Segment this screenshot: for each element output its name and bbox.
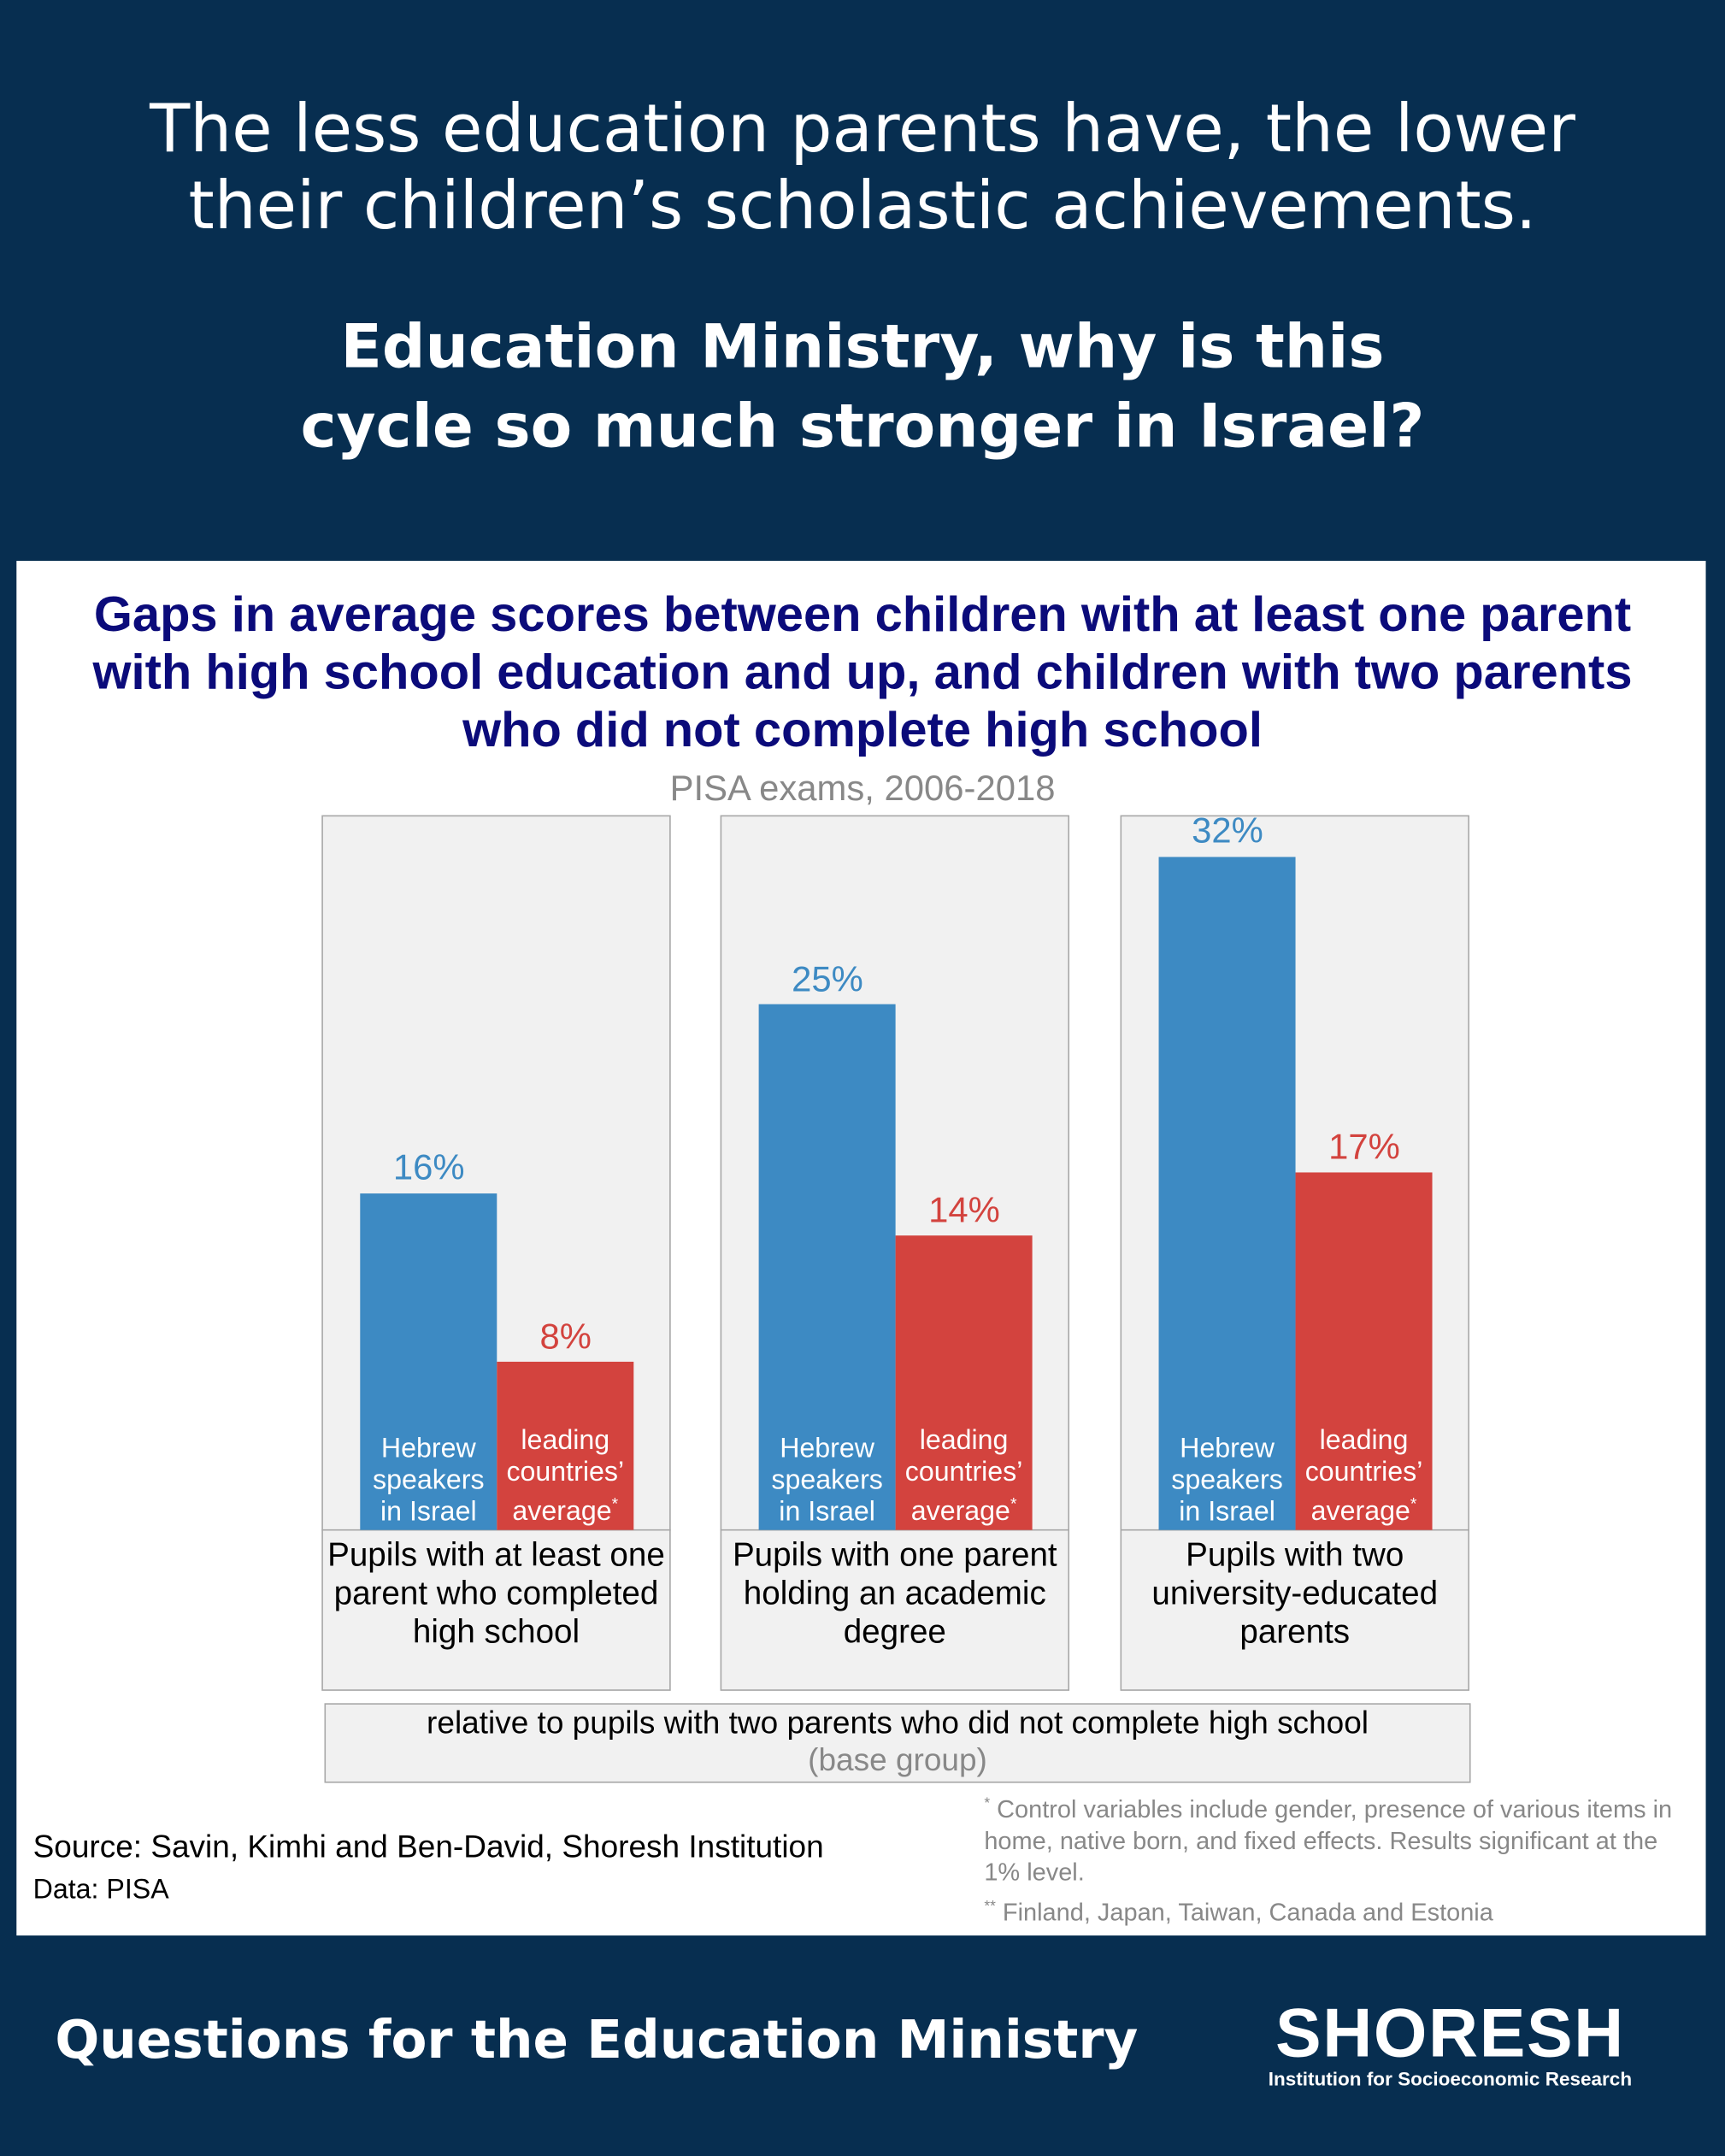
series-name-text: Hebrew speakers in Israel <box>373 1434 485 1528</box>
series-name-text: leading countries’ average <box>904 1426 1023 1528</box>
bar <box>360 1193 497 1530</box>
series-name: Hebrew speakers in Israel <box>759 1434 896 1529</box>
value-label: 32% <box>1192 810 1263 851</box>
series-name-text: leading countries’ average <box>1304 1426 1423 1528</box>
footnote: ** Finland, Japan, Taiwan, Canada and Es… <box>984 1892 1692 1929</box>
series-name-mark: * <box>1010 1494 1017 1514</box>
logo-subtitle: Institution for Socioeconomic Research <box>1268 2067 1633 2090</box>
chart-title: Gaps in average scores between children … <box>92 586 1633 758</box>
bar <box>758 1004 896 1530</box>
value-label: 8% <box>539 1315 592 1357</box>
bar <box>497 1361 634 1530</box>
question: Education Ministry, why is this cycle so… <box>300 312 1425 462</box>
category-label: Pupils with two university-educated pare… <box>1151 1536 1439 1652</box>
value-label: 25% <box>792 957 863 999</box>
series-name-mark: * <box>611 1494 619 1514</box>
logo: SHORESH <box>1275 1994 1625 2072</box>
source: Source: Savin, Kimhi and Ben-David, Shor… <box>32 1828 824 1864</box>
footnote-mark: ** <box>984 1898 996 1915</box>
headline: The less education parents have, the low… <box>150 91 1575 245</box>
footnote-mark: * <box>984 1795 991 1812</box>
bar <box>1158 857 1296 1530</box>
series-name-mark: * <box>1410 1494 1417 1514</box>
bar <box>1295 1172 1433 1530</box>
series-name-text: Hebrew speakers in Israel <box>771 1434 883 1528</box>
footnote: * Control variables include gender, pres… <box>984 1788 1692 1888</box>
base-note: relative to pupils with two parents who … <box>324 1703 1471 1783</box>
value-label: 14% <box>928 1188 1000 1230</box>
series-name: leading countries’ average* <box>497 1426 633 1529</box>
footer-title: Questions for the Education Ministry <box>55 2009 1139 2071</box>
series-name-text: Hebrew speakers in Israel <box>1171 1434 1283 1528</box>
series-name: leading countries’ average* <box>896 1426 1033 1529</box>
category-label: Pupils with at least one parent who comp… <box>327 1536 665 1652</box>
base-group: (base group) <box>808 1741 987 1778</box>
data-source: Data: PISA <box>32 1875 169 1906</box>
chart-subtitle: PISA exams, 2006-2018 <box>669 767 1056 809</box>
footnote-text: Finland, Japan, Taiwan, Canada and Eston… <box>1002 1898 1493 1926</box>
series-name: Hebrew speakers in Israel <box>1159 1434 1296 1529</box>
footnote-text: Control variables include gender, presen… <box>984 1795 1673 1887</box>
series-name: leading countries’ average* <box>1296 1426 1433 1529</box>
category-label: Pupils with one parent holding an academ… <box>732 1536 1057 1652</box>
bar <box>895 1235 1033 1530</box>
series-name-text: leading countries’ average <box>506 1426 625 1528</box>
series-name: Hebrew speakers in Israel <box>360 1434 497 1529</box>
base-note-text: relative to pupils with two parents who … <box>427 1704 1369 1741</box>
value-label: 17% <box>1328 1125 1400 1168</box>
value-label: 16% <box>392 1146 465 1188</box>
